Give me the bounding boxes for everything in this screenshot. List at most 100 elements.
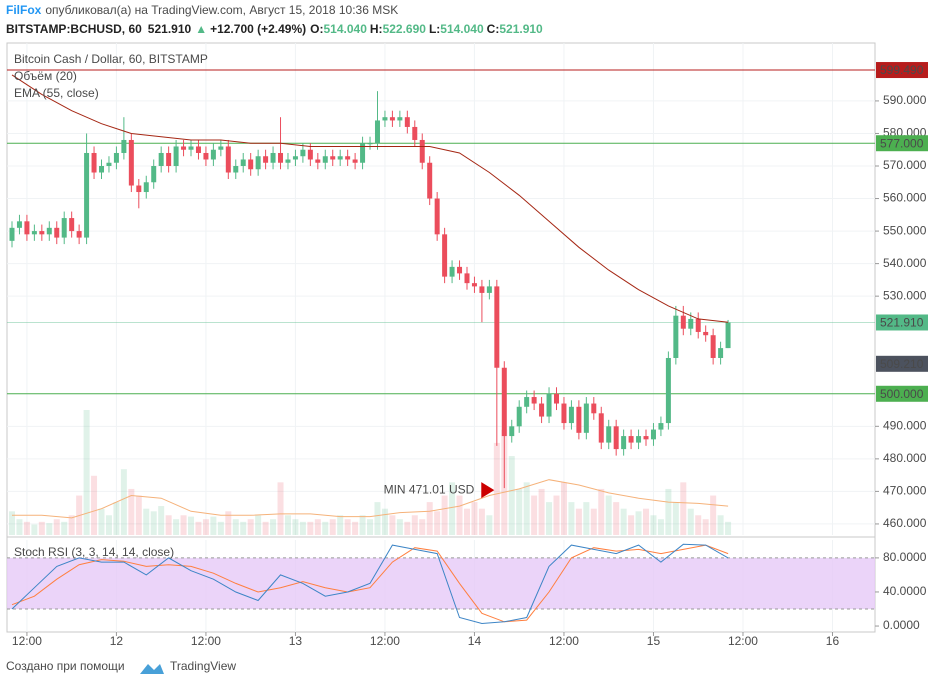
candle-body bbox=[501, 367, 507, 437]
volume-bar bbox=[657, 519, 664, 535]
candle-body bbox=[292, 156, 298, 160]
candle-body bbox=[457, 266, 463, 274]
candle-body bbox=[509, 426, 515, 437]
volume-bar bbox=[158, 506, 165, 535]
x-tick-label: 12:00 bbox=[728, 634, 758, 648]
candle-body bbox=[240, 159, 246, 166]
x-tick-label: 12:00 bbox=[370, 634, 400, 648]
volume-bar bbox=[292, 519, 299, 535]
volume-bar bbox=[590, 508, 597, 535]
volume-bar bbox=[150, 511, 157, 535]
volume-ma bbox=[12, 479, 729, 519]
arrow: ▲ bbox=[195, 22, 207, 36]
candle-body bbox=[576, 406, 582, 433]
volume-bar bbox=[38, 521, 45, 535]
header-line2: BITSTAMP:BCHUSD, 60 521.910 ▲ +12.700 (+2.4… bbox=[6, 22, 543, 36]
volume-bar bbox=[53, 519, 60, 535]
candle-body bbox=[151, 166, 157, 183]
footer-brand: TradingView bbox=[170, 659, 236, 673]
volume-bar bbox=[725, 521, 732, 535]
volume-bar bbox=[255, 515, 262, 535]
candle-body bbox=[613, 426, 619, 450]
x-tick-label: 12:00 bbox=[549, 634, 579, 648]
y-tick-label: 550.000 bbox=[883, 223, 927, 237]
candle-body bbox=[91, 152, 97, 173]
price-label-bg bbox=[876, 385, 928, 402]
candle-body bbox=[233, 166, 239, 173]
price-label: 509.210 bbox=[880, 357, 924, 371]
candle-body bbox=[181, 146, 187, 150]
y-tick-label: 570.000 bbox=[883, 158, 927, 172]
candle-body bbox=[524, 397, 530, 407]
volume-bar bbox=[695, 515, 702, 535]
candle-body bbox=[389, 117, 395, 121]
candle-body bbox=[695, 318, 701, 332]
volume-bar bbox=[195, 521, 202, 535]
volume-bar bbox=[113, 502, 120, 535]
stoch-k bbox=[11, 543, 729, 625]
volume-bar bbox=[98, 508, 105, 535]
candle-body bbox=[322, 156, 328, 163]
candle-body bbox=[278, 152, 284, 163]
volume-bar bbox=[8, 511, 15, 535]
chart-title: Bitcoin Cash / Dollar, 60, BITSTAMP bbox=[14, 52, 208, 66]
volume-bar bbox=[471, 502, 478, 535]
volume-bar bbox=[516, 488, 523, 535]
volume-bar bbox=[463, 508, 470, 535]
volume-bar bbox=[210, 516, 217, 535]
volume-bar bbox=[307, 521, 314, 535]
candle-body bbox=[188, 146, 194, 150]
volume-bar bbox=[531, 495, 538, 535]
volume-bar bbox=[396, 519, 403, 535]
volume-bar bbox=[135, 495, 142, 535]
candle-body bbox=[703, 331, 709, 336]
candle-body bbox=[69, 218, 75, 232]
volume-bar bbox=[337, 515, 344, 535]
price-label: 500.000 bbox=[880, 387, 924, 401]
candle-body bbox=[360, 143, 366, 163]
y-tick-label: 490.000 bbox=[883, 418, 927, 432]
volume-bar bbox=[613, 502, 620, 535]
volume-bar bbox=[202, 519, 209, 535]
volume-bar bbox=[411, 515, 418, 535]
candle-body bbox=[494, 286, 500, 368]
x-tick-label: 14 bbox=[468, 634, 482, 648]
publisher: FilFox bbox=[6, 3, 42, 17]
candle-body bbox=[195, 146, 201, 153]
price-label-bg bbox=[876, 314, 928, 331]
candle-body bbox=[725, 322, 731, 349]
ohlc-label: O: bbox=[310, 22, 323, 36]
candle-body bbox=[636, 436, 642, 443]
ohlc-value: 514.040 bbox=[440, 22, 484, 36]
candle-body bbox=[471, 283, 477, 287]
volume-bar bbox=[620, 508, 627, 535]
volume-bar bbox=[456, 495, 463, 535]
candle-body bbox=[76, 231, 82, 238]
volume-bar bbox=[314, 519, 321, 535]
candle-body bbox=[54, 227, 60, 238]
volume-bar bbox=[449, 482, 456, 535]
stoch-tick-label: 40.0000 bbox=[883, 584, 927, 598]
volume-bar bbox=[165, 515, 172, 535]
volume-bar bbox=[180, 515, 187, 535]
y-tick-label: 470.000 bbox=[883, 484, 927, 498]
candle-body bbox=[531, 397, 537, 404]
candle-body bbox=[650, 429, 656, 440]
candle-body bbox=[598, 413, 604, 443]
volume-bar bbox=[61, 521, 68, 535]
min-annotation: MIN 471.01 USD bbox=[384, 482, 475, 496]
candle-body bbox=[352, 159, 358, 163]
candle-body bbox=[680, 315, 686, 329]
volume-bar bbox=[575, 508, 582, 535]
header-line1: FilFox опубликовал(а) на TradingView.com,… bbox=[6, 3, 398, 17]
y-tick-label: 590.000 bbox=[883, 93, 927, 107]
candle-body bbox=[643, 436, 649, 440]
volume-bar bbox=[46, 523, 53, 535]
last-price: 521.910 bbox=[148, 22, 192, 36]
volume-bar bbox=[16, 519, 23, 535]
candle-body bbox=[427, 162, 433, 199]
candle-body bbox=[263, 156, 269, 163]
ohlc-label: H: bbox=[370, 22, 383, 36]
candle-body bbox=[248, 159, 254, 170]
